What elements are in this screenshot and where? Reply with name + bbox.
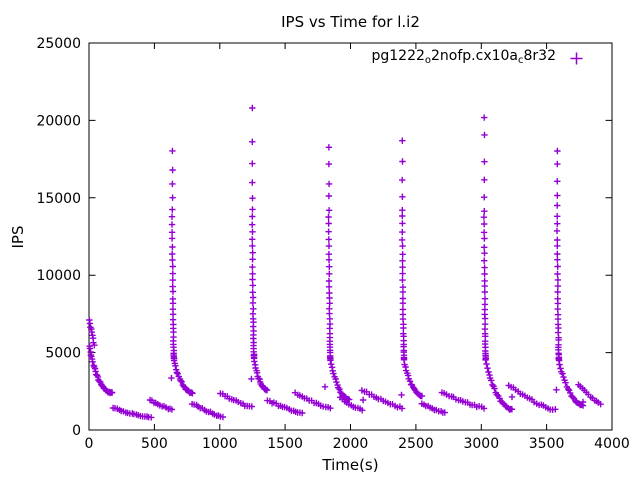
x-tick-label: 2500 [398,436,434,452]
x-axis-label: Time(s) [322,456,379,474]
legend-label-part: 2nofp.cx10a [431,48,519,64]
scatter-points [86,104,604,421]
x-tick-label: 500 [141,436,168,452]
x-tick-label: 3000 [463,436,499,452]
y-tick-label: 15000 [36,191,81,207]
legend-label-part-sub: c [518,55,524,66]
y-tick-label: 25000 [36,36,81,52]
y-tick-label: 5000 [45,346,81,362]
x-tick-label: 3500 [529,436,565,452]
x-tick-label: 2000 [333,436,369,452]
legend-label-part: pg1222 [371,48,425,64]
x-tick-label: 1500 [267,436,303,452]
x-tick-label: 1000 [202,436,238,452]
x-tick-label: 4000 [594,436,630,452]
y-tick-label: 10000 [36,268,81,284]
legend-label-part: 8r32 [523,48,556,64]
y-tick-label: 0 [72,423,81,439]
x-tick-label: 0 [85,436,94,452]
chart-title: IPS vs Time for l.i2 [281,13,420,31]
legend-label-part-sub: o [424,55,432,66]
legend: pg1222o2nofp.cx10ac8r32 [371,48,584,69]
legend-label: pg1222o2nofp.cx10ac8r32 [371,48,556,69]
legend-plus-icon [570,52,583,65]
y-tick-label: 20000 [36,113,81,129]
plot-border [88,42,613,431]
